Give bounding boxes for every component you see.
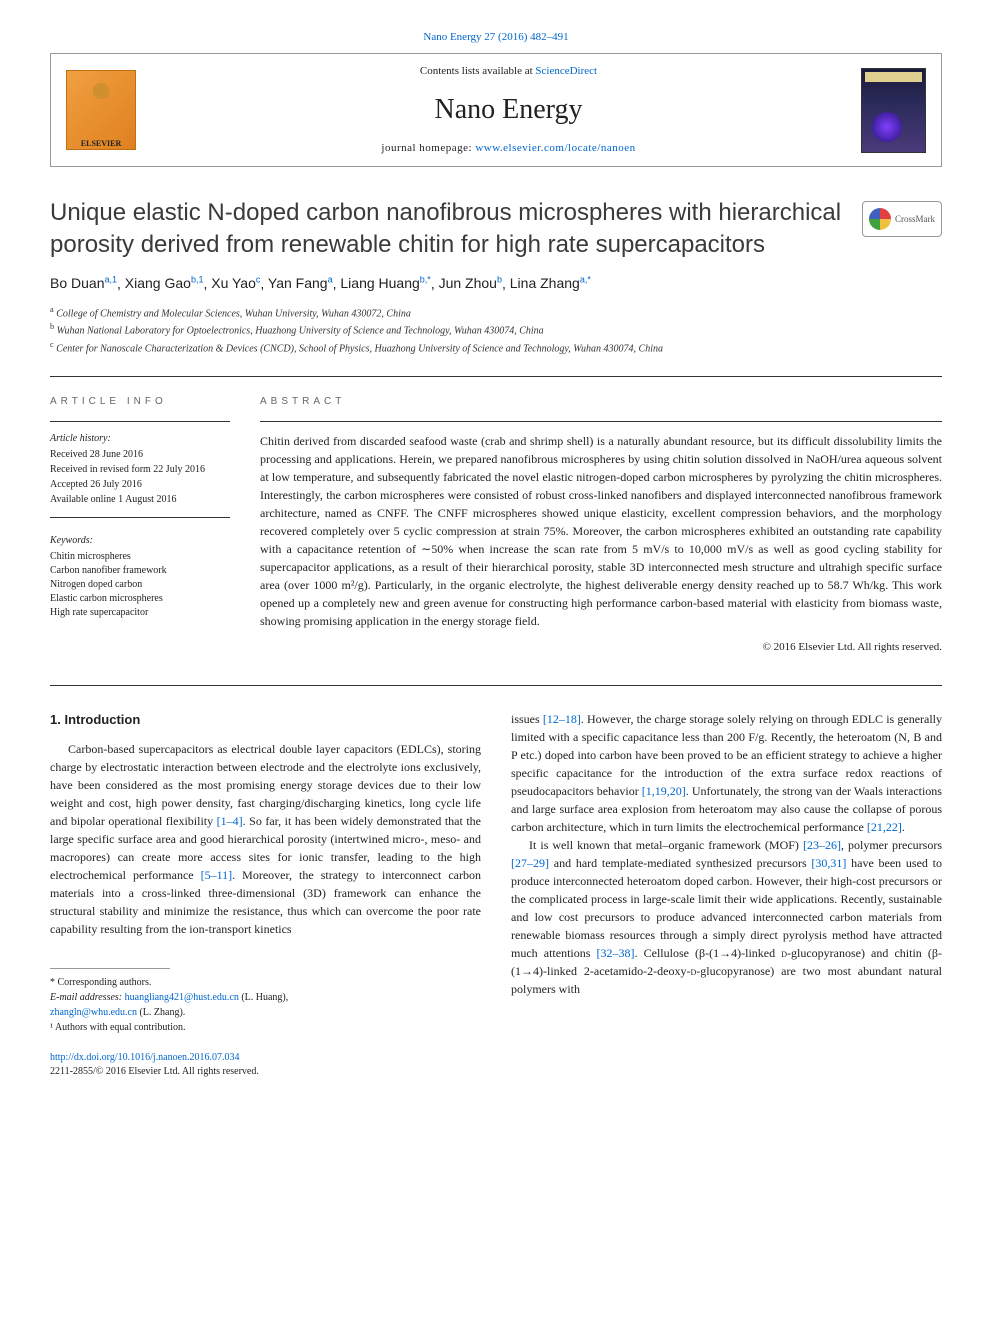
- doi-link[interactable]: http://dx.doi.org/10.1016/j.nanoen.2016.…: [50, 1052, 240, 1063]
- article-info-column: ARTICLE INFO Article history: Received 2…: [50, 395, 230, 655]
- ref-link[interactable]: [1–4]: [217, 814, 243, 828]
- body-columns: 1. Introduction Carbon-based supercapaci…: [50, 710, 942, 1079]
- footnotes: * Corresponding authors. E-mail addresse…: [50, 975, 481, 1035]
- author: Xu Yaoc: [211, 275, 260, 291]
- body-divider: [50, 685, 942, 686]
- contents-prefix: Contents lists available at: [420, 65, 535, 77]
- meta-abstract-row: ARTICLE INFO Article history: Received 2…: [50, 376, 942, 655]
- body-paragraph: Carbon-based supercapacitors as electric…: [50, 740, 481, 938]
- elsevier-tree-icon: [81, 76, 121, 126]
- author: Lina Zhanga,*: [510, 275, 591, 291]
- abstract-text: Chitin derived from discarded seafood wa…: [260, 432, 942, 630]
- keywords-label: Keywords:: [50, 534, 230, 548]
- homepage-line: journal homepage: www.elsevier.com/locat…: [156, 141, 861, 156]
- keyword: Chitin microspheres: [50, 550, 230, 564]
- journal-header: ELSEVIER Contents lists available at Sci…: [50, 53, 942, 167]
- journal-name: Nano Energy: [156, 90, 861, 129]
- issn-line: 2211-2855/© 2016 Elsevier Ltd. All right…: [50, 1066, 259, 1077]
- citation-link[interactable]: Nano Energy 27 (2016) 482–491: [423, 31, 568, 43]
- journal-cover-thumb: [861, 68, 926, 153]
- history-line: Received in revised form 22 July 2016: [50, 463, 230, 477]
- ref-link[interactable]: [1,19,20]: [642, 784, 686, 798]
- author: Liang Huangb,*: [340, 275, 430, 291]
- crossmark-label: CrossMark: [895, 213, 935, 226]
- history-line: Available online 1 August 2016: [50, 493, 230, 507]
- keyword: Nitrogen doped carbon: [50, 578, 230, 592]
- title-row: Unique elastic N-doped carbon nanofibrou…: [50, 197, 942, 259]
- sciencedirect-link[interactable]: ScienceDirect: [535, 65, 597, 77]
- corresponding-note: * Corresponding authors.: [50, 975, 481, 990]
- history-line: Accepted 26 July 2016: [50, 478, 230, 492]
- affiliation: a College of Chemistry and Molecular Sci…: [50, 304, 942, 321]
- author: Xiang Gaob,1: [125, 275, 204, 291]
- authors-line: Bo Duana,1, Xiang Gaob,1, Xu Yaoc, Yan F…: [50, 274, 942, 294]
- journal-header-center: Contents lists available at ScienceDirec…: [156, 64, 861, 156]
- ref-link[interactable]: [21,22]: [867, 820, 902, 834]
- body-column-left: 1. Introduction Carbon-based supercapaci…: [50, 710, 481, 1079]
- citation-header: Nano Energy 27 (2016) 482–491: [50, 30, 942, 45]
- keyword: Carbon nanofiber framework: [50, 564, 230, 578]
- author: Yan Fanga: [268, 275, 333, 291]
- homepage-prefix: journal homepage:: [381, 142, 475, 154]
- email-line: zhangln@whu.edu.cn (L. Zhang).: [50, 1005, 481, 1020]
- abstract-copyright: © 2016 Elsevier Ltd. All rights reserved…: [260, 640, 942, 655]
- ref-link[interactable]: [5–11]: [201, 868, 233, 882]
- body-paragraph: issues [12–18]. However, the charge stor…: [511, 710, 942, 836]
- history-label: Article history:: [50, 432, 230, 446]
- ref-link[interactable]: [30,31]: [811, 856, 846, 870]
- ref-link[interactable]: [23–26]: [803, 838, 841, 852]
- author: Jun Zhoub: [439, 275, 502, 291]
- email-link[interactable]: huangliang421@hust.edu.cn: [125, 992, 239, 1003]
- ref-link[interactable]: [32–38]: [597, 946, 635, 960]
- email-line: E-mail addresses: huangliang421@hust.edu…: [50, 990, 481, 1005]
- author: Bo Duana,1: [50, 275, 117, 291]
- abstract-label: ABSTRACT: [260, 395, 942, 409]
- affiliation: c Center for Nanoscale Characterization …: [50, 339, 942, 356]
- article-info-label: ARTICLE INFO: [50, 395, 230, 409]
- doi-block: http://dx.doi.org/10.1016/j.nanoen.2016.…: [50, 1051, 481, 1079]
- elsevier-logo: ELSEVIER: [66, 70, 136, 150]
- equal-contribution-note: ¹ Authors with equal contribution.: [50, 1020, 481, 1035]
- elsevier-label: ELSEVIER: [81, 138, 121, 149]
- ref-link[interactable]: [12–18]: [543, 712, 581, 726]
- crossmark-badge[interactable]: CrossMark: [862, 201, 942, 237]
- body-paragraph: It is well known that metal–organic fram…: [511, 836, 942, 998]
- affiliations: a College of Chemistry and Molecular Sci…: [50, 304, 942, 356]
- footnotes-divider: [50, 968, 170, 969]
- section-heading: 1. Introduction: [50, 710, 481, 730]
- history-line: Received 28 June 2016: [50, 448, 230, 462]
- contents-line: Contents lists available at ScienceDirec…: [156, 64, 861, 79]
- ref-link[interactable]: [27–29]: [511, 856, 549, 870]
- body-column-right: issues [12–18]. However, the charge stor…: [511, 710, 942, 1079]
- email-link[interactable]: zhangln@whu.edu.cn: [50, 1007, 137, 1018]
- abstract-column: ABSTRACT Chitin derived from discarded s…: [260, 395, 942, 655]
- keyword: High rate supercapacitor: [50, 606, 230, 620]
- affiliation: b Wuhan National Laboratory for Optoelec…: [50, 321, 942, 338]
- homepage-link[interactable]: www.elsevier.com/locate/nanoen: [475, 142, 635, 154]
- keyword: Elastic carbon microspheres: [50, 592, 230, 606]
- article-title: Unique elastic N-doped carbon nanofibrou…: [50, 197, 842, 259]
